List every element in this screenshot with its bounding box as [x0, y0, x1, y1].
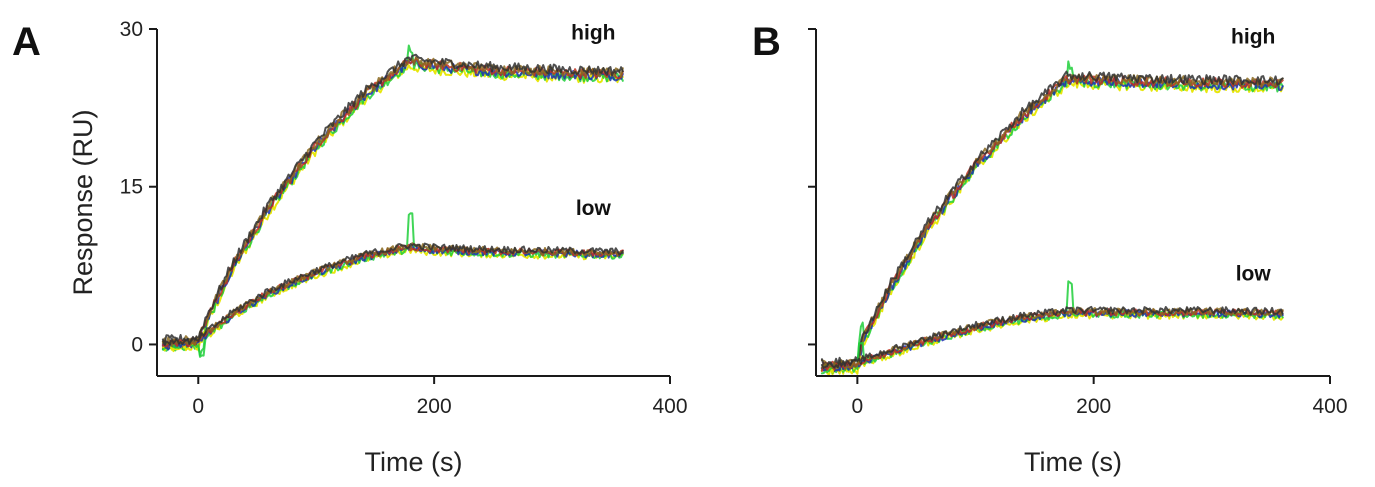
curve-label-high: high [1231, 26, 1275, 49]
x-tick-label: 400 [652, 395, 687, 418]
trace-high-0 [161, 63, 624, 353]
trace-high-1 [161, 44, 624, 357]
x-tick-label: 200 [1076, 395, 1111, 418]
trace-low-4 [161, 242, 624, 347]
y-tick-label: 15 [120, 176, 143, 199]
y-tick-label: 0 [131, 333, 143, 356]
panel-b: B 0 200 400 Time (s) high low [752, 20, 1348, 477]
trace-low-1 [161, 212, 624, 358]
trace-high-1 [820, 60, 1284, 375]
panel-label: A [12, 20, 41, 64]
trace-high-2 [161, 59, 624, 351]
trace-low-2 [161, 245, 624, 350]
trace-high-2 [820, 76, 1284, 373]
y-axis-title: Response (RU) [68, 109, 98, 295]
traces [161, 44, 624, 358]
x-tick-label: 0 [192, 395, 204, 418]
trace-high-5 [820, 70, 1284, 369]
curve-label-low: low [1236, 262, 1272, 285]
x-tick-label: 200 [417, 395, 452, 418]
trace-high-3 [820, 74, 1284, 372]
traces [820, 60, 1284, 376]
panel-label: B [752, 20, 781, 64]
trace-low-3 [161, 243, 624, 348]
trace-high-4 [161, 56, 624, 348]
trace-high-5 [161, 53, 624, 344]
curve-label-low: low [576, 197, 612, 220]
trace-low-0 [820, 311, 1284, 374]
panel-a: A 0 15 30 0 200 400 Time (s) Response (RU) high lo… [12, 18, 688, 477]
x-axis-title: Time (s) [1024, 447, 1122, 477]
x-tick-label: 400 [1312, 395, 1347, 418]
trace-high-3 [161, 57, 624, 350]
x-axis-title: Time (s) [365, 447, 463, 477]
trace-high-4 [820, 72, 1284, 370]
y-tick-label: 30 [120, 18, 143, 41]
curve-label-high: high [571, 22, 615, 45]
trace-low-5 [161, 242, 624, 346]
trace-high-0 [820, 78, 1284, 376]
trace-low-5 [820, 305, 1284, 369]
x-tick-label: 0 [852, 395, 864, 418]
